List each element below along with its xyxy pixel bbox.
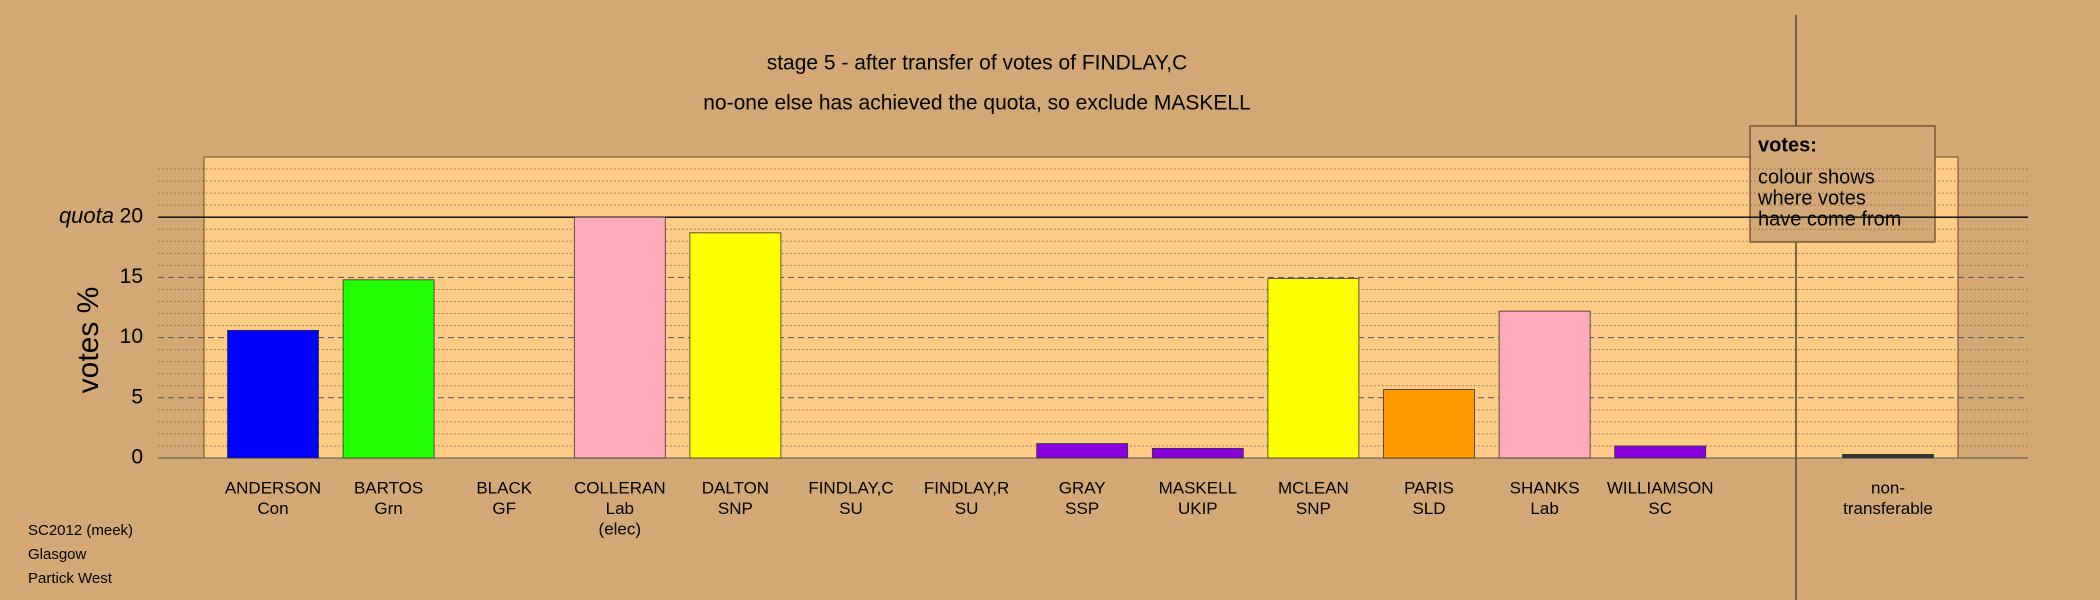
chart-title: stage 5 - after transfer of votes of FIN… bbox=[767, 52, 1188, 75]
legend-line: where votes bbox=[1757, 187, 1866, 209]
x-tick-label: (elec) bbox=[599, 519, 642, 538]
x-tick-label: WILLIAMSON bbox=[1607, 478, 1714, 497]
x-tick-label: SC bbox=[1648, 499, 1672, 518]
x-tick-label: FINDLAY,R bbox=[924, 478, 1009, 497]
bar bbox=[1498, 310, 1591, 459]
plot-panel bbox=[203, 156, 1959, 459]
x-tick-label: GF bbox=[492, 499, 516, 518]
x-tick-label: BLACK bbox=[476, 478, 532, 497]
footer-text: Partick West bbox=[28, 570, 113, 587]
bar bbox=[1036, 443, 1129, 459]
x-tick-label: ANDERSON bbox=[225, 478, 321, 497]
bar bbox=[227, 329, 319, 459]
x-tick-label: Grn bbox=[374, 499, 402, 518]
footer-text: Glasgow bbox=[28, 546, 87, 563]
bar bbox=[573, 216, 666, 459]
x-tick-label: MASKELL bbox=[1159, 478, 1237, 497]
x-tick-label: SNP bbox=[1296, 499, 1331, 518]
x-tick-label: PARIS bbox=[1404, 478, 1454, 497]
x-tick-label: SNP bbox=[718, 499, 753, 518]
y-tick-label: 5 bbox=[131, 385, 143, 408]
legend-line: colour shows bbox=[1758, 166, 1875, 188]
y-tick-label: 0 bbox=[131, 446, 143, 469]
x-tick-label: UKIP bbox=[1178, 499, 1218, 518]
y-tick-label: 20 bbox=[120, 205, 143, 228]
x-tick-label: SU bbox=[955, 499, 979, 518]
x-tick-label: BARTOS bbox=[354, 478, 423, 497]
x-tick-label: SSP bbox=[1065, 499, 1099, 518]
x-tick-label: SHANKS bbox=[1510, 478, 1580, 497]
x-tick-label: transferable bbox=[1843, 499, 1933, 518]
x-tick-label: Lab bbox=[606, 499, 634, 518]
x-tick-label: Con bbox=[257, 499, 288, 518]
x-tick-label: non- bbox=[1871, 478, 1905, 497]
legend-line: have come from bbox=[1758, 208, 1901, 230]
x-tick-label: GRAY bbox=[1059, 478, 1106, 497]
bar bbox=[1151, 447, 1244, 459]
x-tick-label: SLD bbox=[1412, 499, 1445, 518]
x-tick-label: COLLERAN bbox=[574, 478, 666, 497]
legend-box bbox=[1749, 125, 1936, 243]
bar bbox=[1383, 388, 1475, 459]
x-tick-label: Lab bbox=[1530, 499, 1558, 518]
x-tick-label: FINDLAY,C bbox=[808, 478, 893, 497]
x-tick-label: DALTON bbox=[702, 478, 769, 497]
x-tick-label: SU bbox=[839, 499, 863, 518]
bar bbox=[689, 232, 782, 459]
x-tick-label: MCLEAN bbox=[1278, 478, 1349, 497]
legend-title: votes: bbox=[1758, 134, 1817, 156]
quota-label: quota bbox=[59, 203, 114, 228]
bar bbox=[342, 279, 435, 459]
y-tick-label: 15 bbox=[120, 265, 143, 288]
y-tick-label: 10 bbox=[120, 325, 143, 348]
chart-subtitle: no-one else has achieved the quota, so e… bbox=[703, 92, 1251, 115]
bar bbox=[1614, 445, 1707, 459]
footer-text: SC2012 (meek) bbox=[28, 522, 133, 539]
y-axis-label: votes % bbox=[72, 287, 105, 394]
bar bbox=[1267, 278, 1360, 459]
bar bbox=[1842, 453, 1934, 459]
